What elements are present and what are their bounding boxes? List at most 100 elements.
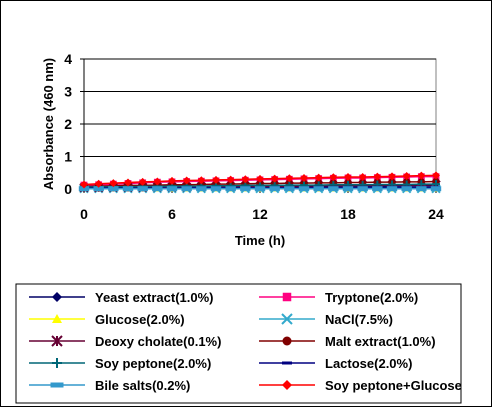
data-point [197, 176, 206, 185]
data-point [94, 179, 103, 188]
data-point [52, 314, 62, 323]
legend-box [15, 283, 462, 404]
data-point [329, 173, 338, 182]
data-point [282, 361, 292, 365]
legend-label: Deoxy cholate(0.1%) [95, 334, 221, 349]
data-point [109, 179, 118, 188]
data-point [138, 177, 147, 186]
legend: Yeast extract(1.0%) Tryptone(2.0%) Glucose… [29, 290, 462, 393]
data-point [51, 335, 63, 347]
x-axis-ticks: 0 6 12 18 24 [80, 189, 444, 222]
data-point [357, 186, 368, 192]
data-point [401, 186, 412, 192]
data-point [284, 186, 295, 192]
series-10 [80, 171, 440, 189]
data-point [416, 186, 427, 192]
x-tick-label: 0 [80, 206, 88, 222]
data-point [313, 186, 324, 192]
y-tick-label: 1 [64, 149, 72, 165]
legend-item: Bile salts(0.2%) [29, 378, 190, 393]
data-point [52, 292, 62, 302]
data-point [166, 186, 178, 192]
data-point [270, 174, 279, 183]
data-point [226, 175, 235, 184]
data-point [168, 176, 176, 185]
data-point [241, 175, 250, 184]
x-tick-label: 6 [168, 206, 176, 222]
data-point [50, 382, 64, 388]
data-point [196, 186, 207, 192]
legend-label: Tryptone(2.0%) [325, 290, 418, 305]
y-axis-label: Absorbance (460 nm) [41, 58, 56, 190]
legend-item: Soy peptone+Glucose [259, 378, 462, 393]
data-point [122, 186, 134, 192]
data-point [181, 186, 192, 192]
data-point [432, 171, 440, 180]
legend-label: Glucose(2.0%) [95, 312, 185, 327]
legend-item: Malt extract(1.0%) [259, 334, 436, 349]
data-point [52, 358, 62, 368]
series-9 [78, 186, 442, 192]
series-layer [78, 171, 442, 194]
legend-label: Yeast extract(1.0%) [95, 290, 214, 305]
legend-item: Yeast extract(1.0%) [29, 290, 214, 305]
data-point [328, 186, 339, 192]
data-point [358, 172, 367, 181]
data-point [388, 172, 396, 181]
legend-item: Deoxy cholate(0.1%) [29, 334, 221, 349]
data-point [80, 180, 88, 189]
data-point [282, 336, 292, 346]
legend-item: Lactose(2.0%) [259, 356, 412, 371]
y-tick-label: 0 [64, 181, 72, 197]
data-point [152, 186, 163, 192]
legend-label: NaCl(7.5%) [325, 312, 393, 327]
data-point [386, 186, 398, 192]
data-point [282, 380, 292, 390]
x-tick-label: 24 [428, 206, 444, 222]
y-axis-ticks: 0 1 2 3 4 [64, 51, 84, 197]
data-point [344, 172, 352, 181]
data-point [212, 175, 220, 184]
data-point [300, 173, 308, 182]
data-point [372, 186, 383, 192]
data-point [282, 292, 292, 302]
data-point [78, 186, 90, 192]
data-point [210, 186, 222, 192]
data-point [256, 174, 264, 183]
legend-label: Malt extract(1.0%) [325, 334, 436, 349]
data-point [108, 186, 119, 192]
data-point [298, 186, 310, 192]
data-point [281, 313, 293, 325]
legend-label: Soy peptone+Glucose [325, 378, 462, 393]
legend-label: Lactose(2.0%) [325, 356, 412, 371]
legend-item: Glucose(2.0%) [29, 312, 185, 327]
data-point [269, 186, 280, 192]
gridlines [84, 58, 436, 157]
legend-item: NaCl(7.5%) [259, 312, 393, 327]
legend-item: Soy peptone(2.0%) [29, 356, 211, 371]
data-point [153, 177, 162, 186]
data-point [254, 186, 266, 192]
data-point [417, 171, 426, 180]
legend-label: Soy peptone(2.0%) [95, 356, 211, 371]
y-tick-label: 2 [64, 116, 72, 132]
data-point [314, 173, 323, 182]
data-point [93, 186, 104, 192]
y-tick-label: 4 [64, 51, 72, 67]
data-point [182, 176, 191, 185]
data-point [402, 172, 411, 180]
data-point [124, 178, 132, 187]
data-point [225, 186, 236, 192]
data-point [240, 186, 251, 192]
legend-label: Bile salts(0.2%) [95, 378, 190, 393]
data-point [137, 186, 148, 192]
x-tick-label: 12 [252, 206, 268, 222]
y-tick-label: 3 [64, 84, 72, 100]
legend-item: Tryptone(2.0%) [259, 290, 418, 305]
data-point [430, 186, 442, 192]
x-tick-label: 18 [340, 206, 356, 222]
x-axis-label: Time (h) [235, 233, 285, 248]
data-point [285, 174, 294, 183]
